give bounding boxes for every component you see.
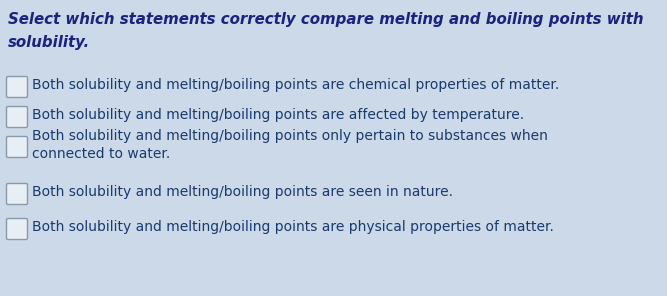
FancyBboxPatch shape xyxy=(7,218,27,239)
FancyBboxPatch shape xyxy=(7,107,27,128)
Text: Both solubility and melting/boiling points are seen in nature.: Both solubility and melting/boiling poin… xyxy=(32,185,453,199)
Text: Select which statements correctly compare melting and boiling points with: Select which statements correctly compar… xyxy=(8,12,644,27)
FancyBboxPatch shape xyxy=(7,136,27,157)
Text: Both solubility and melting/boiling points are affected by temperature.: Both solubility and melting/boiling poin… xyxy=(32,108,524,122)
FancyBboxPatch shape xyxy=(7,184,27,205)
Text: solubility.: solubility. xyxy=(8,35,90,50)
Text: Both solubility and melting/boiling points are physical properties of matter.: Both solubility and melting/boiling poin… xyxy=(32,220,554,234)
Text: Both solubility and melting/boiling points only pertain to substances when
conne: Both solubility and melting/boiling poin… xyxy=(32,129,548,161)
Text: Both solubility and melting/boiling points are chemical properties of matter.: Both solubility and melting/boiling poin… xyxy=(32,78,559,92)
FancyBboxPatch shape xyxy=(7,76,27,97)
